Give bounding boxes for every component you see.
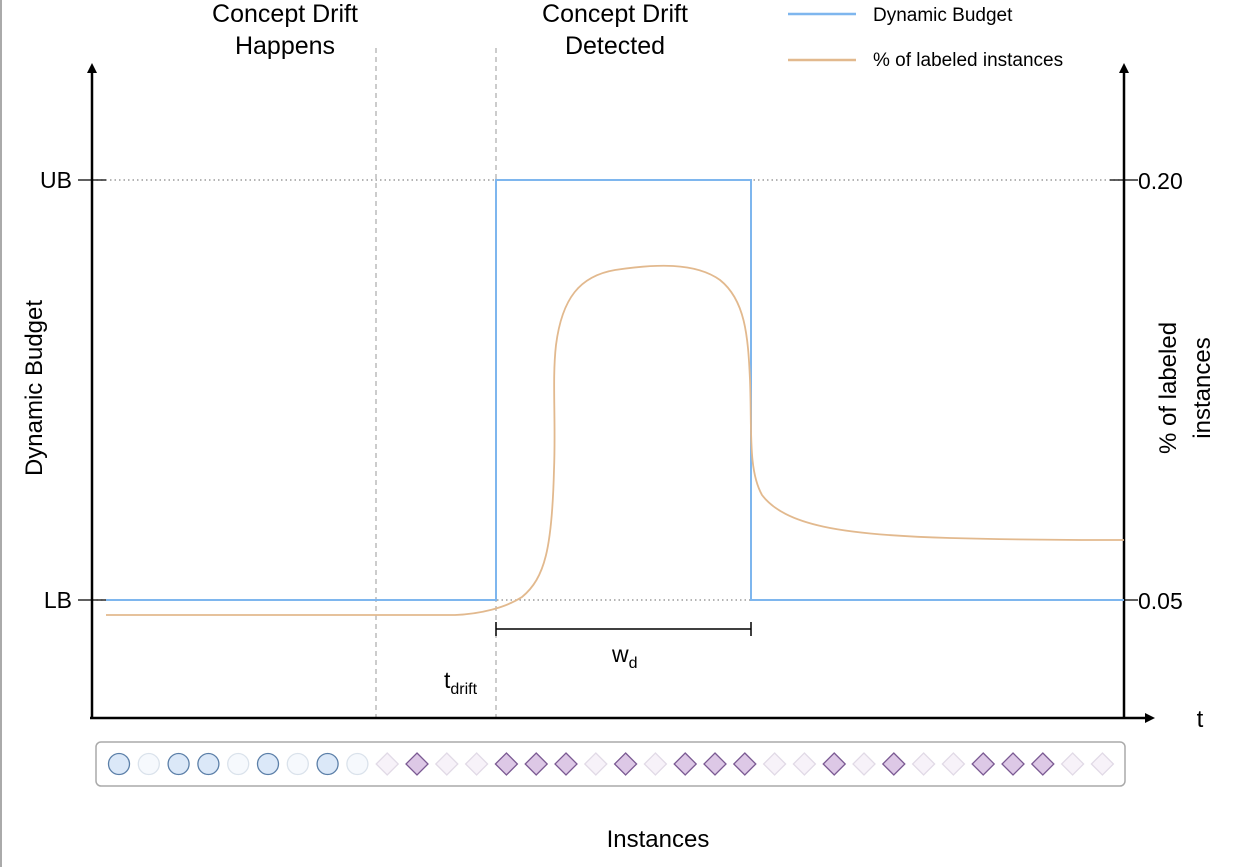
upper-right-label: 0.20 (1138, 168, 1183, 194)
unlabeled-diamond-instance (375, 752, 400, 776)
legend-budget-label: Dynamic Budget (873, 5, 1013, 26)
unlabeled-circle-instance (227, 752, 250, 776)
labeled-diamond-instance (1030, 752, 1055, 776)
unlabeled-diamond-instance (792, 752, 817, 776)
labeled-diamond-instance (673, 752, 698, 776)
t-drift-base: t (444, 667, 451, 693)
legend-labeled-label: % of labeled instances (873, 50, 1063, 71)
x-axis-label: t (1197, 706, 1204, 733)
ub-label: UB (40, 167, 72, 193)
labeled-diamond-instance (524, 752, 549, 776)
right-axis-title-line1: % of labeled (1155, 322, 1182, 454)
wd-base: w (611, 641, 629, 667)
labeled-circle-instance (107, 752, 131, 776)
unlabeled-diamond-instance (583, 752, 608, 776)
dynamic-budget-line (106, 179, 1124, 601)
drift-happens-label-line1: Concept Drift (212, 0, 358, 28)
unlabeled-diamond-instance (762, 752, 787, 776)
unlabeled-diamond-instance (643, 752, 668, 776)
unlabeled-diamond-instance (941, 752, 966, 776)
wd-sub: d (629, 655, 638, 672)
unlabeled-diamond-instance (464, 752, 489, 776)
unlabeled-diamond-instance (1090, 752, 1115, 776)
unlabeled-circle-instance (286, 752, 309, 776)
left-axis-title: Dynamic Budget (21, 300, 48, 476)
labeled-diamond-instance (613, 752, 638, 776)
labeled-instances-curve (106, 264, 1125, 616)
labeled-diamond-instance (405, 752, 429, 776)
labeled-circle-instance (167, 752, 190, 776)
wd-label: wd (611, 641, 638, 672)
labeled-diamond-instance (822, 752, 847, 776)
t-drift-sub: drift (450, 681, 477, 698)
instances-title: Instances (607, 826, 710, 853)
unlabeled-diamond-instance (852, 752, 876, 776)
labeled-diamond-instance (971, 752, 996, 776)
labeled-diamond-instance (1001, 752, 1025, 776)
drift-happens-label-line2: Happens (235, 32, 335, 60)
unlabeled-diamond-instance (1060, 752, 1085, 776)
labeled-diamond-instance (703, 752, 727, 776)
labeled-diamond-instance (554, 752, 578, 776)
labeled-diamond-instance (732, 752, 757, 776)
instances-group (107, 752, 1115, 776)
lb-label: LB (44, 587, 72, 613)
unlabeled-diamond-instance (911, 752, 936, 776)
unlabeled-circle-instance (346, 752, 369, 776)
drift-detected-label-line1: Concept Drift (542, 0, 688, 28)
lower-right-label: 0.05 (1138, 588, 1183, 614)
instances-strip (95, 741, 1126, 787)
labeled-circle-instance (316, 752, 339, 776)
t-drift-label: tdrift (444, 667, 478, 698)
labeled-circle-instance (197, 752, 220, 776)
unlabeled-circle-instance (137, 752, 160, 776)
labeled-diamond-instance (494, 752, 519, 776)
right-axis-title-line2: instances (1189, 337, 1216, 438)
drift-detected-label-line2: Detected (565, 32, 665, 60)
unlabeled-diamond-instance (434, 752, 459, 776)
labeled-circle-instance (256, 752, 280, 776)
labeled-diamond-instance (881, 752, 906, 776)
